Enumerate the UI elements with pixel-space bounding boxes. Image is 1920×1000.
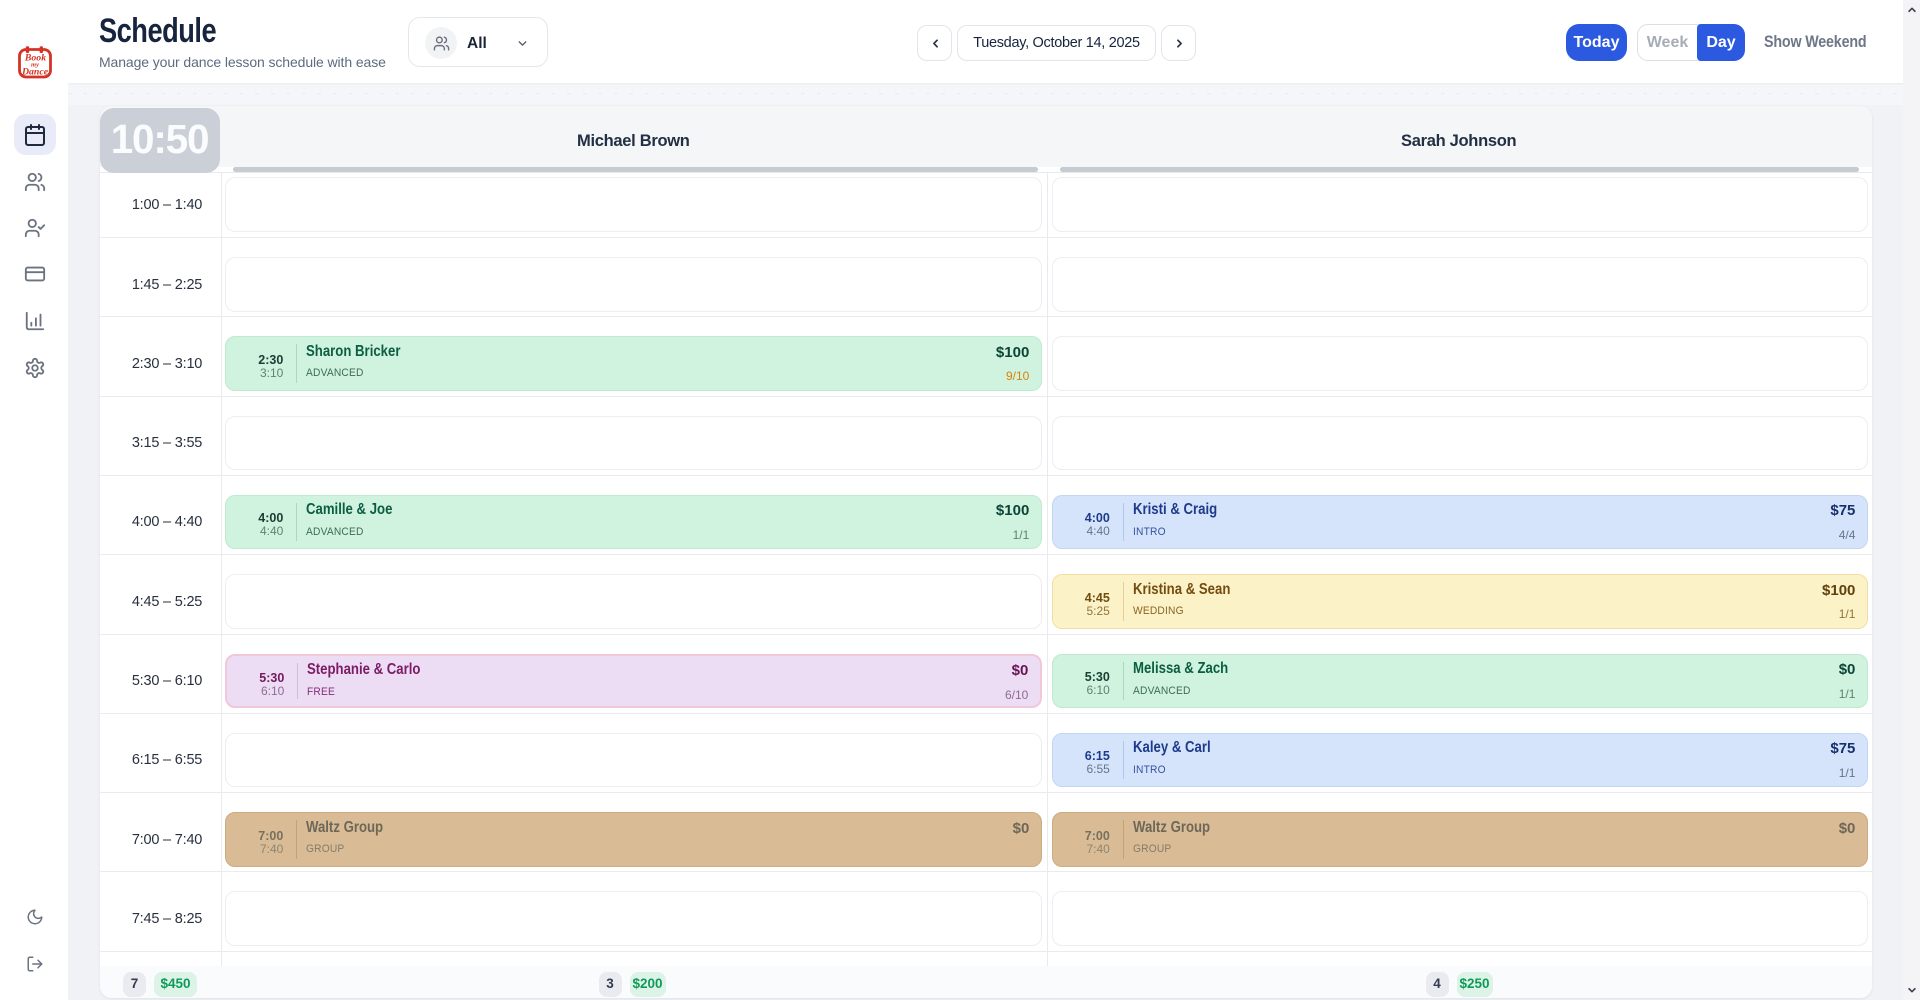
svg-text:my: my [31,62,39,69]
svg-text:Dance: Dance [21,67,49,78]
svg-text:Book: Book [24,53,46,64]
